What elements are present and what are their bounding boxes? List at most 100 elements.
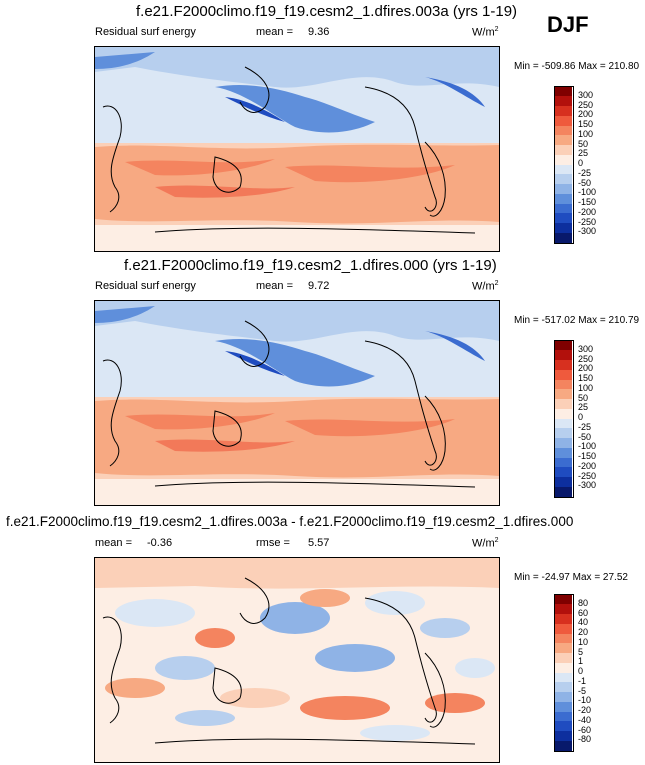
colorbar-tick-label: -25 [578,167,592,178]
colorbar-segment [554,193,572,204]
colorbar-tick-label: 60 [578,607,589,618]
panel-1-units: W/m2 [472,26,499,39]
colorbar-segment [554,740,572,751]
colorbar-tick-label: 300 [578,89,594,100]
colorbar-tick-label: -150 [578,197,597,207]
colorbar-segment [554,633,572,644]
colorbar-segment [554,408,572,419]
colorbar-tick-label: -200 [578,460,597,471]
colorbar-segment [554,603,572,614]
colorbar-segment [554,232,572,243]
colorbar-segment [554,730,572,741]
colorbar-tick-label: 200 [578,363,594,374]
colorbar-tick-label: 50 [578,138,589,149]
colorbar-tick-label: -100 [578,187,597,198]
colorbar-segment [554,437,572,448]
colorbar-segment [554,144,572,155]
colorbar-segment [554,379,572,390]
colorbar-tick-label: 20 [578,627,589,637]
colorbar-segment [554,427,572,438]
panel-1-mean-value: 9.36 [308,26,330,38]
colorbar-segment [554,681,572,692]
panel-1-colorbar: 300 250 200 150 100 50 25 0 -25 -50 -100 -150 -200 -2… [554,86,596,244]
colorbar-segment [554,359,572,370]
colorbar-tick-label: -5 [578,685,587,696]
colorbar-tick-label: -250 [578,470,597,481]
panel-3-colorbar: 80 60 40 20 10 5 1 0 -1 -5 -10 -20 -40 -60 -80 [554,594,591,752]
colorbar-tick-label: -20 [578,705,592,715]
colorbar-segment [554,486,572,497]
colorbar-tick-label: 0 [578,158,584,168]
colorbar-tick-label: 100 [578,382,594,393]
colorbar-tick-label: -60 [578,724,592,735]
panel-1-variable: Residual surf energy [95,26,196,38]
panel-1-minmax: Min = -509.86 Max = 210.80 [514,61,640,72]
colorbar-tick-label: 0 [578,412,584,422]
colorbar-tick-label: 250 [578,99,594,110]
panel-2-mean-value: 9.72 [308,280,330,292]
panel-2-colorbar-box [554,340,574,498]
colorbar-tick-label: 100 [578,128,594,139]
colorbar-tick-label: 10 [578,636,589,647]
colorbar-segment [554,86,572,97]
colorbar-segment [554,369,572,380]
colorbar-tick-label: -100 [578,441,597,452]
colorbar-segment [554,457,572,468]
colorbar-segment [554,691,572,702]
panel-1-colorbar-box [554,86,574,244]
panel-3-title: f.e21.F2000climo.f19_f19.cesm2_1.dfires.… [6,514,574,529]
colorbar-segment [554,623,572,634]
colorbar-segment [554,105,572,116]
panel-3-mean-label: mean = [95,537,132,549]
colorbar-segment [554,642,572,653]
colorbar-segment [554,398,572,409]
panel-3-rmse-label: rmse = [256,537,290,549]
panel-3-map-svg [95,558,499,762]
colorbar-tick-label: 300 [578,343,594,354]
colorbar-segment [554,447,572,458]
colorbar-segment [554,125,572,136]
colorbar-tick-label: -25 [578,421,592,432]
colorbar-segment [554,222,572,233]
colorbar-segment [554,173,572,184]
colorbar-segment [554,349,572,360]
colorbar-segment [554,154,572,165]
colorbar-tick-label: 80 [578,597,589,608]
colorbar-tick-label: -200 [578,206,597,217]
panel-3-rmse-value: 5.57 [308,537,330,549]
colorbar-tick-label: -150 [578,451,597,461]
panel-1-map-svg [95,47,499,251]
panel-3-units: W/m2 [472,537,499,550]
panel-2-map-svg [95,301,499,505]
colorbar-segment [554,594,572,605]
colorbar-segment [554,340,572,351]
panel-1-map [94,46,500,252]
panel-2-units: W/m2 [472,280,499,293]
colorbar-tick-label: -50 [578,177,592,188]
panel-2-mean-label: mean = [256,280,293,292]
colorbar-segment [554,672,572,683]
panel-3-minmax: Min = -24.97 Max = 27.52 [514,572,628,583]
colorbar-segment [554,134,572,145]
colorbar-tick-label: 50 [578,392,589,403]
colorbar-tick-label: -40 [578,714,592,725]
colorbar-tick-label: -250 [578,216,597,227]
colorbar-tick-label: 25 [578,402,589,413]
colorbar-segment [554,662,572,673]
panel-3-map [94,557,500,763]
colorbar-segment [554,613,572,624]
colorbar-tick-label: -50 [578,431,592,442]
panel-2-map [94,300,500,506]
colorbar-tick-label: 150 [578,119,594,129]
colorbar-tick-label: 0 [578,666,584,676]
panel-1-mean-label: mean = [256,26,293,38]
colorbar-segment [554,203,572,214]
panel-2-minmax: Min = -517.02 Max = 210.79 [514,315,640,326]
colorbar-tick-label: 150 [578,373,594,383]
colorbar-tick-label: -10 [578,695,592,706]
colorbar-tick-label: 25 [578,148,589,159]
colorbar-segment [554,115,572,126]
colorbar-tick-label: -300 [578,480,597,491]
panel-3-colorbar-box [554,594,574,752]
colorbar-tick-label: -1 [578,675,587,686]
